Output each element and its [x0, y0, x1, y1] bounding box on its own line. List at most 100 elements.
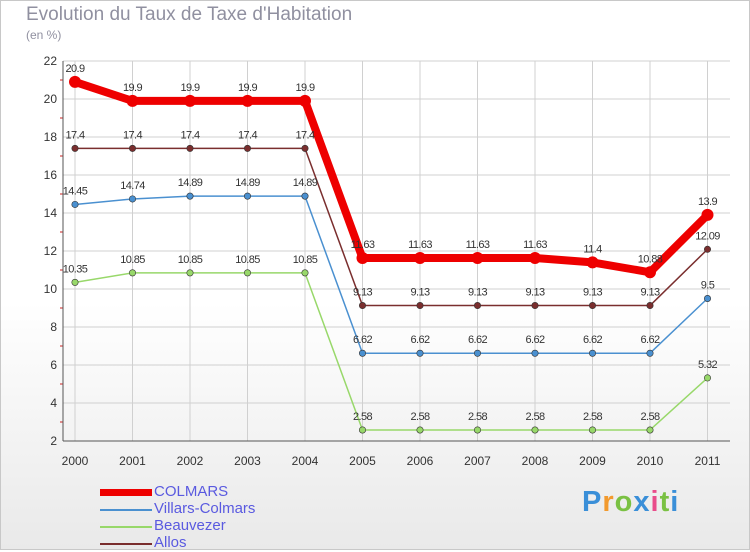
data-point	[71, 144, 79, 152]
data-point	[129, 144, 137, 152]
data-label: 17.4	[65, 129, 84, 141]
data-label: 19.9	[180, 82, 199, 94]
data-point	[588, 302, 596, 310]
data-point	[473, 302, 481, 310]
series-line-colmars	[73, 78, 711, 277]
data-label: 20.9	[65, 63, 84, 75]
chart-subtitle: (en %)	[26, 28, 62, 42]
y-tick-label: 16	[44, 168, 58, 182]
data-point	[356, 252, 369, 265]
y-tick-label: 14	[44, 206, 58, 220]
data-label: 13.9	[698, 196, 717, 208]
data-point	[71, 200, 79, 208]
data-label: 6.62	[468, 334, 487, 346]
legend-label: Villars-Colmars	[154, 500, 256, 517]
data-label: 2.58	[353, 411, 372, 423]
data-label: 6.62	[640, 334, 659, 346]
data-label: 10.35	[63, 263, 88, 275]
data-point	[69, 75, 81, 88]
data-point	[126, 94, 139, 107]
legend-label: COLMARS	[154, 483, 229, 500]
data-point	[416, 349, 424, 357]
data-point	[414, 252, 426, 265]
legend-swatch	[100, 509, 152, 511]
data-point	[586, 256, 599, 269]
x-tick-label: 2000	[62, 454, 89, 468]
logo-letter: x	[633, 486, 651, 518]
data-point	[473, 349, 481, 357]
data-labels: 20.9 19.9 19.9 19.9 19.9 11.63 11.63 11.63 11.63…	[63, 63, 721, 423]
data-point	[646, 349, 654, 357]
data-label: 10.88	[638, 253, 663, 265]
data-label: 6.62	[525, 334, 544, 346]
data-point	[301, 144, 309, 152]
axes: 2 4 6 8 10 12 14 16 18 20 22 2000 2001 2002 2003 2004 20…	[44, 54, 730, 468]
legend-swatch	[100, 526, 152, 528]
data-point	[473, 426, 481, 434]
y-tick-label: 4	[50, 396, 57, 410]
data-point	[703, 374, 711, 382]
data-point	[529, 252, 541, 265]
data-label: 19.9	[238, 82, 257, 94]
data-label: 2.58	[410, 411, 429, 423]
data-label: 14.45	[63, 185, 88, 197]
y-tick-label: 6	[50, 358, 57, 372]
legend-swatch	[100, 543, 152, 545]
series-layer	[69, 75, 714, 434]
data-label: 9.13	[640, 287, 659, 299]
data-label: 11.4	[583, 243, 602, 255]
data-point	[244, 192, 252, 200]
y-tick-label: 18	[44, 130, 58, 144]
data-label: 19.9	[295, 82, 314, 94]
data-point	[588, 349, 596, 357]
x-tick-label: 2004	[292, 454, 319, 468]
data-label: 2.58	[525, 411, 544, 423]
logo-letter: i	[650, 486, 660, 518]
chart-title: Evolution du Taux de Taxe d'Habitation	[26, 4, 353, 25]
data-point	[129, 195, 137, 203]
data-label: 12.09	[695, 230, 720, 242]
data-label: 2.58	[468, 411, 487, 423]
data-point	[186, 192, 194, 200]
data-label: 14.89	[293, 177, 318, 189]
x-tick-label: 2008	[522, 454, 549, 468]
data-point	[301, 269, 309, 277]
data-label: 9.13	[353, 287, 372, 299]
x-tick-label: 2007	[464, 454, 491, 468]
data-label: 17.4	[180, 129, 199, 141]
data-point	[244, 144, 252, 152]
data-point	[531, 426, 539, 434]
data-point	[71, 278, 79, 286]
series-line-villars-colmars	[74, 195, 709, 354]
data-label: 10.85	[178, 254, 203, 266]
data-label: 11.63	[523, 239, 547, 251]
data-point	[703, 294, 711, 302]
legend-label: Beauvezer	[154, 517, 226, 534]
data-point	[646, 426, 654, 434]
data-label: 9.13	[525, 287, 544, 299]
data-label: 2.58	[640, 411, 659, 423]
data-label: 17.4	[295, 129, 314, 141]
y-tick-label: 10	[44, 282, 58, 296]
data-label: 5.32	[698, 359, 717, 371]
data-point	[241, 94, 254, 107]
data-label: 17.4	[123, 129, 142, 141]
data-label: 14.89	[235, 177, 260, 189]
grid	[63, 60, 730, 442]
data-point	[703, 245, 711, 253]
data-label: 6.62	[583, 334, 602, 346]
data-label: 10.85	[293, 254, 318, 266]
x-tick-label: 2002	[177, 454, 204, 468]
y-tick-label: 8	[50, 320, 57, 334]
x-tick-label: 2010	[637, 454, 664, 468]
data-label: 9.13	[468, 287, 487, 299]
y-tick-label: 20	[44, 92, 58, 106]
data-label: 10.85	[120, 254, 145, 266]
data-label: 17.4	[238, 129, 257, 141]
data-label: 9.13	[410, 287, 429, 299]
data-point	[358, 302, 366, 310]
data-point	[244, 269, 252, 277]
data-label: 14.74	[120, 180, 145, 192]
data-label: 11.63	[351, 239, 375, 251]
data-point	[531, 302, 539, 310]
